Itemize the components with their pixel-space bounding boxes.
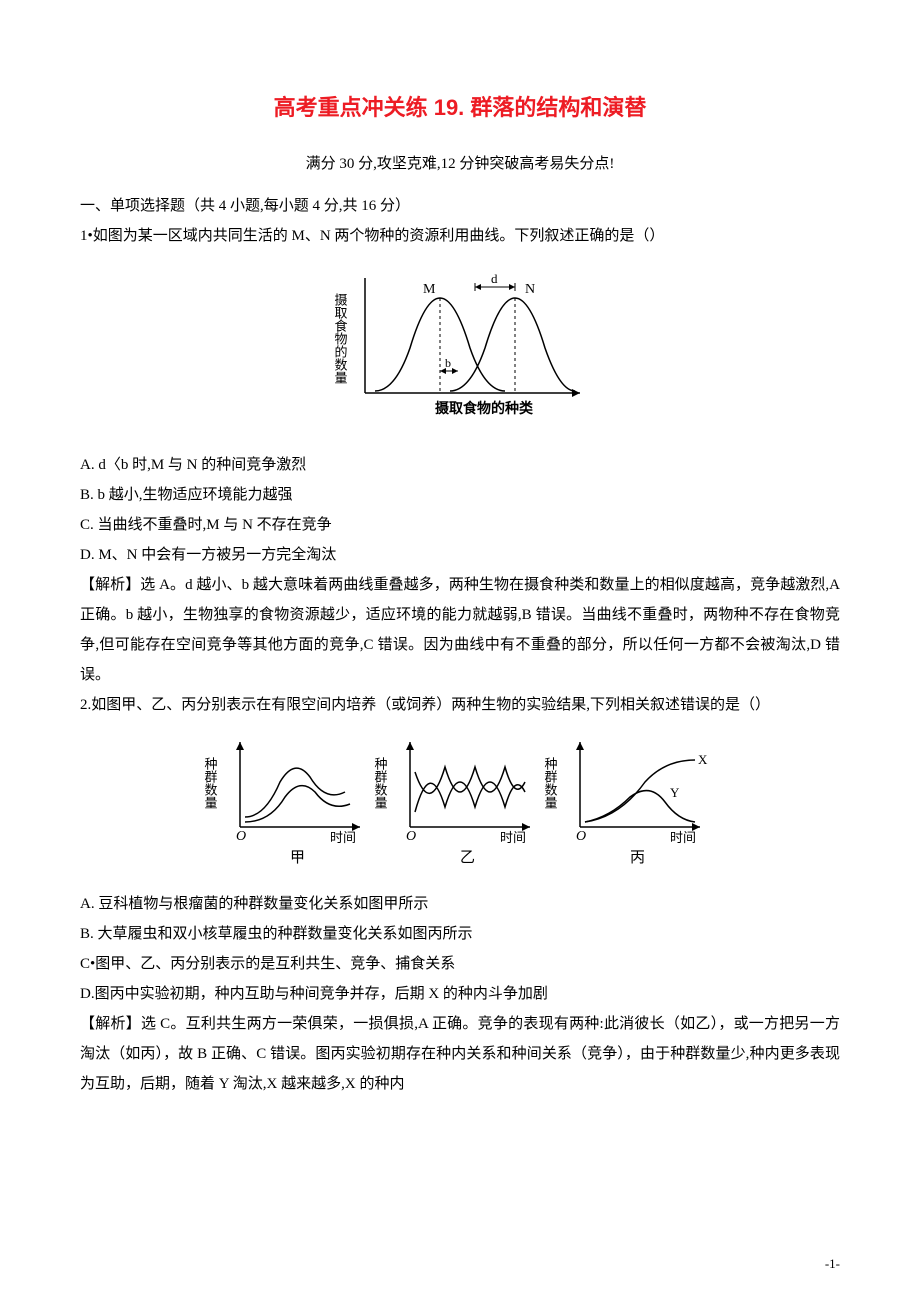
fig2-panel3-label: 丙 <box>630 850 645 866</box>
fig2-x-label: X <box>698 752 708 767</box>
q1-option-d: D. M、N 中会有一方被另一方完全淘汰 <box>80 540 840 570</box>
fig2-ylabel-3: 种群数量 <box>543 757 558 809</box>
fig2-xlabel-3: 时间 <box>670 830 696 845</box>
fig1-n-label: N <box>525 282 535 297</box>
figure-2: 种群数量 时间 O 甲 种群数量 时间 O 乙 X Y 种群数量 时 <box>80 732 840 877</box>
page-number: -1- <box>825 1256 840 1272</box>
fig2-y-label: Y <box>670 785 680 800</box>
fig2-ylabel-1: 种群数量 <box>203 757 218 809</box>
section-heading: 一、单项选择题（共 4 小题,每小题 4 分,共 16 分） <box>80 191 840 221</box>
q1-option-a: A. d〈b 时,M 与 N 的种间竞争激烈 <box>80 450 840 480</box>
subtitle: 满分 30 分,攻坚克难,12 分钟突破高考易失分点! <box>80 152 840 173</box>
q1-explanation: 【解析】选 A。d 越小、b 越大意味着两曲线重叠越多，两种生物在摄食种类和数量… <box>80 570 840 690</box>
fig1-ylabel: 摄取食物的数量 <box>333 293 348 384</box>
fig2-xlabel-2: 时间 <box>500 830 526 845</box>
q2-stem: 2.如图甲、乙、丙分别表示在有限空间内培养（或饲养）两种生物的实验结果,下列相关… <box>80 690 840 720</box>
figure-1: 摄取食物的数量 M N d b 摄取食物的种类 <box>80 263 840 438</box>
q1-option-b: B. b 越小,生物适应环境能力越强 <box>80 480 840 510</box>
fig1-m-label: M <box>423 282 436 297</box>
svg-text:O: O <box>406 829 416 844</box>
q2-option-b: B. 大草履虫和双小核草履虫的种群数量变化关系如图丙所示 <box>80 919 840 949</box>
q2-option-a: A. 豆科植物与根瘤菌的种群数量变化关系如图甲所示 <box>80 889 840 919</box>
fig1-xlabel: 摄取食物的种类 <box>435 400 534 417</box>
q1-option-c: C. 当曲线不重叠时,M 与 N 不存在竞争 <box>80 510 840 540</box>
fig1-b-label: b <box>445 356 451 370</box>
q2-option-c: C•图甲、乙、丙分别表示的是互利共生、竞争、捕食关系 <box>80 949 840 979</box>
q2-explanation: 【解析】选 C。互利共生两方一荣俱荣，一损俱损,A 正确。竞争的表现有两种:此消… <box>80 1009 840 1099</box>
fig1-d-label: d <box>491 271 498 286</box>
q1-stem: 1•如图为某一区域内共同生活的 M、N 两个物种的资源利用曲线。下列叙述正确的是… <box>80 221 840 251</box>
fig2-panel1-label: 甲 <box>290 850 305 866</box>
fig2-panel2-label: 乙 <box>460 850 475 866</box>
svg-text:O: O <box>236 829 246 844</box>
fig2-xlabel-1: 时间 <box>330 830 356 845</box>
svg-text:O: O <box>576 829 586 844</box>
page-title: 高考重点冲关练 19. 群落的结构和演替 <box>80 90 840 122</box>
q2-option-d: D.图丙中实验初期，种内互助与种间竞争并存，后期 X 的种内斗争加剧 <box>80 979 840 1009</box>
fig2-ylabel-2: 种群数量 <box>373 757 388 809</box>
